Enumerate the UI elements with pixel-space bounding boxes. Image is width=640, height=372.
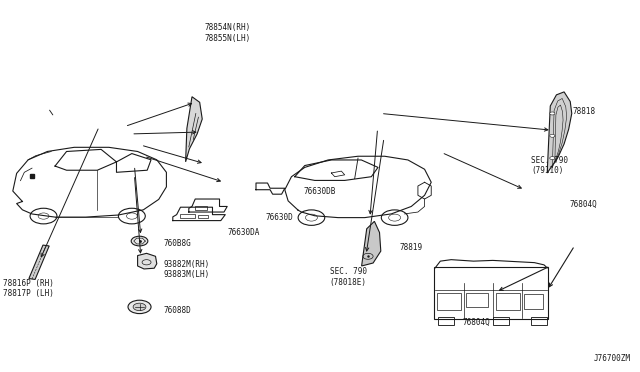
Text: 76088D: 76088D: [163, 306, 191, 315]
Polygon shape: [362, 221, 381, 266]
Text: 76630DA: 76630DA: [227, 228, 260, 237]
Circle shape: [550, 134, 555, 137]
Bar: [493, 317, 509, 325]
Polygon shape: [547, 92, 572, 173]
Text: 93882M(RH)
93883M(LH): 93882M(RH) 93883M(LH): [163, 260, 209, 279]
Bar: [466, 293, 488, 307]
Text: SEC. 790
(79110): SEC. 790 (79110): [531, 156, 568, 175]
Bar: [496, 293, 520, 310]
Text: 76630DB: 76630DB: [304, 187, 337, 196]
Bar: [198, 215, 208, 218]
Polygon shape: [186, 97, 202, 162]
Bar: [524, 294, 543, 309]
Circle shape: [133, 303, 146, 311]
Text: 78819: 78819: [400, 243, 423, 252]
Text: J76700ZM: J76700ZM: [593, 354, 630, 363]
Circle shape: [550, 112, 555, 115]
Circle shape: [131, 236, 148, 246]
Bar: [437, 293, 461, 310]
Bar: [438, 317, 454, 325]
Text: 76630D: 76630D: [266, 213, 293, 222]
Bar: [195, 206, 207, 210]
Text: 78816P (RH)
78817P (LH): 78816P (RH) 78817P (LH): [3, 279, 54, 298]
Text: SEC. 790
(78018E): SEC. 790 (78018E): [330, 267, 367, 287]
Text: 78854N(RH)
78855N(LH): 78854N(RH) 78855N(LH): [204, 23, 250, 43]
Polygon shape: [138, 253, 157, 269]
Circle shape: [128, 300, 151, 314]
Text: 76804Q: 76804Q: [463, 318, 491, 327]
Text: 760B8G: 760B8G: [163, 239, 191, 248]
Circle shape: [550, 157, 555, 160]
Text: 78818: 78818: [573, 107, 596, 116]
Bar: [180, 214, 195, 218]
Polygon shape: [29, 245, 49, 279]
Text: 76804Q: 76804Q: [570, 200, 597, 209]
Bar: [531, 317, 547, 325]
